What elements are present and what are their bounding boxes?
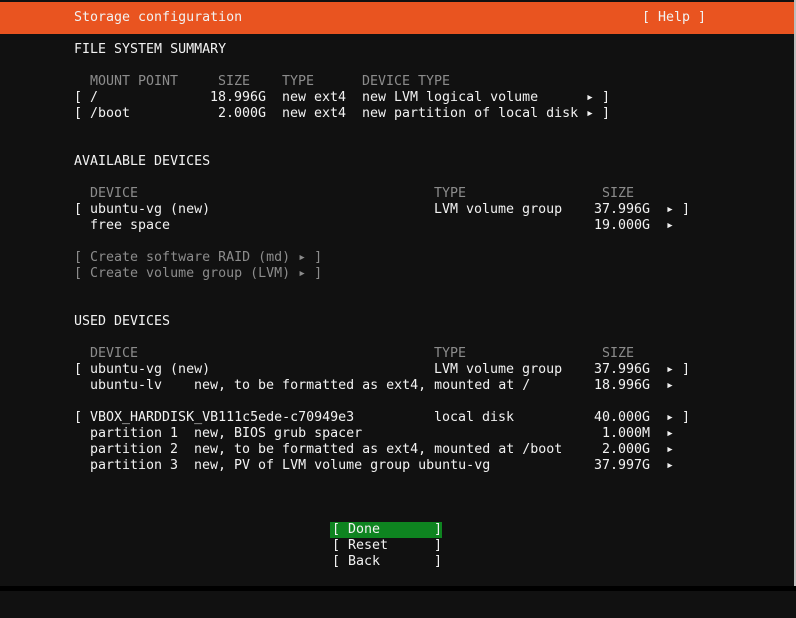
bracket: [ — [74, 90, 83, 105]
free-space-label: free space — [90, 218, 171, 233]
reset-label: Reset — [348, 538, 389, 553]
partition-name: partition 2 — [90, 442, 179, 457]
col-device: DEVICE — [90, 346, 139, 361]
fs-summary-header: MOUNT POINT SIZE TYPE DEVICE TYPE — [0, 74, 794, 90]
col-size: SIZE — [602, 346, 635, 361]
used-disk-row[interactable]: [ VBOX_HARDDISK_VB111c5ede-c70949e3 loca… — [0, 410, 794, 426]
arrow-right-icon[interactable]: ▸ — [586, 106, 595, 121]
bracket: ] — [434, 554, 443, 569]
arrow-right-icon[interactable]: ▸ — [666, 458, 675, 473]
col-type: TYPE — [434, 346, 467, 361]
partition-name: partition 1 — [90, 426, 179, 441]
fs-type: new ext4 — [282, 90, 347, 105]
bracket: ] — [434, 538, 443, 553]
fs-type: new ext4 — [282, 106, 347, 121]
col-type: TYPE — [282, 74, 315, 89]
bracket: [ — [74, 202, 83, 217]
device-type: new partition of local disk — [362, 106, 579, 121]
partition-size: 37.997G — [594, 458, 651, 473]
arrow-right-icon[interactable]: ▸ — [586, 90, 595, 105]
disk-name: VBOX_HARDDISK_VB111c5ede-c70949e3 — [90, 410, 355, 425]
back-label: Back — [348, 554, 381, 569]
available-devices-heading: AVAILABLE DEVICES — [74, 154, 211, 169]
done-button[interactable]: [ Done ] — [330, 522, 442, 538]
help-button[interactable]: [ Help ] — [642, 10, 707, 25]
bracket: [ — [74, 410, 83, 425]
device-name: ubuntu-vg (new) — [90, 362, 211, 377]
mount-point: / — [90, 90, 99, 105]
partition-row[interactable]: partition 2 new, to be formatted as ext4… — [0, 442, 794, 458]
arrow-right-icon[interactable]: ▸ — [666, 410, 675, 425]
fs-summary-heading: FILE SYSTEM SUMMARY — [74, 42, 227, 57]
bracket: ] — [682, 410, 691, 425]
mount-point: /boot — [90, 106, 131, 121]
size: 18.996G — [210, 90, 267, 105]
arrow-right-icon[interactable]: ▸ — [666, 426, 675, 441]
arrow-right-icon[interactable]: ▸ — [666, 378, 675, 393]
col-device: DEVICE — [90, 186, 139, 201]
used-vg-row[interactable]: [ ubuntu-vg (new) LVM volume group 37.99… — [0, 362, 794, 378]
arrow-right-icon[interactable]: ▸ — [666, 362, 675, 377]
col-size: SIZE — [218, 74, 251, 89]
free-space-row[interactable]: free space 19.000G ▸ — [0, 218, 794, 234]
device-type: new LVM logical volume — [362, 90, 539, 105]
bracket: ] — [682, 202, 691, 217]
device-type: LVM volume group — [434, 202, 563, 217]
bracket: [ — [74, 362, 83, 377]
device-size: 37.996G — [594, 362, 651, 377]
done-label: Done — [348, 522, 381, 537]
lv-desc: new, to be formatted as ext4, mounted at… — [194, 378, 531, 393]
fs-row-root[interactable]: [ / 18.996G new ext4 new LVM logical vol… — [0, 90, 794, 106]
bracket: ] — [682, 362, 691, 377]
page-title: Storage configuration — [74, 10, 243, 25]
title-row: Storage configuration [ Help ] — [0, 10, 794, 26]
window-edge — [794, 0, 796, 586]
disk-type: local disk — [434, 410, 515, 425]
arrow-right-icon[interactable]: ▸ — [666, 218, 675, 233]
arrow-right-icon[interactable]: ▸ — [666, 202, 675, 217]
used-header: DEVICE TYPE SIZE — [0, 346, 794, 362]
used-devices-heading: USED DEVICES — [74, 314, 171, 329]
col-device-type: DEVICE TYPE — [362, 74, 451, 89]
bracket: ] — [434, 522, 443, 537]
device-size: 37.996G — [594, 202, 651, 217]
bracket: [ — [332, 522, 341, 537]
lv-name: ubuntu-lv — [90, 378, 163, 393]
bottom-border — [0, 586, 796, 591]
bracket: ] — [602, 90, 611, 105]
col-mount-point: MOUNT POINT — [90, 74, 179, 89]
col-type: TYPE — [434, 186, 467, 201]
partition-name: partition 3 — [90, 458, 179, 473]
back-button[interactable]: [ Back ] — [330, 554, 442, 570]
free-space-size: 19.000G — [594, 218, 651, 233]
partition-row[interactable]: partition 3 new, PV of LVM volume group … — [0, 458, 794, 474]
partition-desc: new, PV of LVM volume group ubuntu-vg — [194, 458, 491, 473]
create-volume-group-button[interactable]: [ Create volume group (LVM) ▸ ] — [74, 266, 323, 281]
bracket: [ — [332, 538, 341, 553]
partition-row[interactable]: partition 1 new, BIOS grub spacer 1.000M… — [0, 426, 794, 442]
device-name: ubuntu-vg (new) — [90, 202, 211, 217]
col-size: SIZE — [602, 186, 635, 201]
partition-size: 1.000M — [602, 426, 651, 441]
bracket: [ — [74, 106, 83, 121]
size: 2.000G — [218, 106, 267, 121]
reset-button[interactable]: [ Reset ] — [330, 538, 442, 554]
partition-desc: new, to be formatted as ext4, mounted at… — [194, 442, 563, 457]
bracket: [ — [332, 554, 341, 569]
available-device-row[interactable]: [ ubuntu-vg (new) LVM volume group 37.99… — [0, 202, 794, 218]
title-bar — [0, 2, 794, 34]
used-lv-row[interactable]: ubuntu-lv new, to be formatted as ext4, … — [0, 378, 794, 394]
disk-size: 40.000G — [594, 410, 651, 425]
device-type: LVM volume group — [434, 362, 563, 377]
create-raid-button[interactable]: [ Create software RAID (md) ▸ ] — [74, 250, 323, 265]
available-header: DEVICE TYPE SIZE — [0, 186, 794, 202]
partition-desc: new, BIOS grub spacer — [194, 426, 363, 441]
fs-row-boot[interactable]: [ /boot 2.000G new ext4 new partition of… — [0, 106, 794, 122]
arrow-right-icon[interactable]: ▸ — [666, 442, 675, 457]
partition-size: 2.000G — [602, 442, 651, 457]
bracket: ] — [602, 106, 611, 121]
lv-size: 18.996G — [594, 378, 651, 393]
